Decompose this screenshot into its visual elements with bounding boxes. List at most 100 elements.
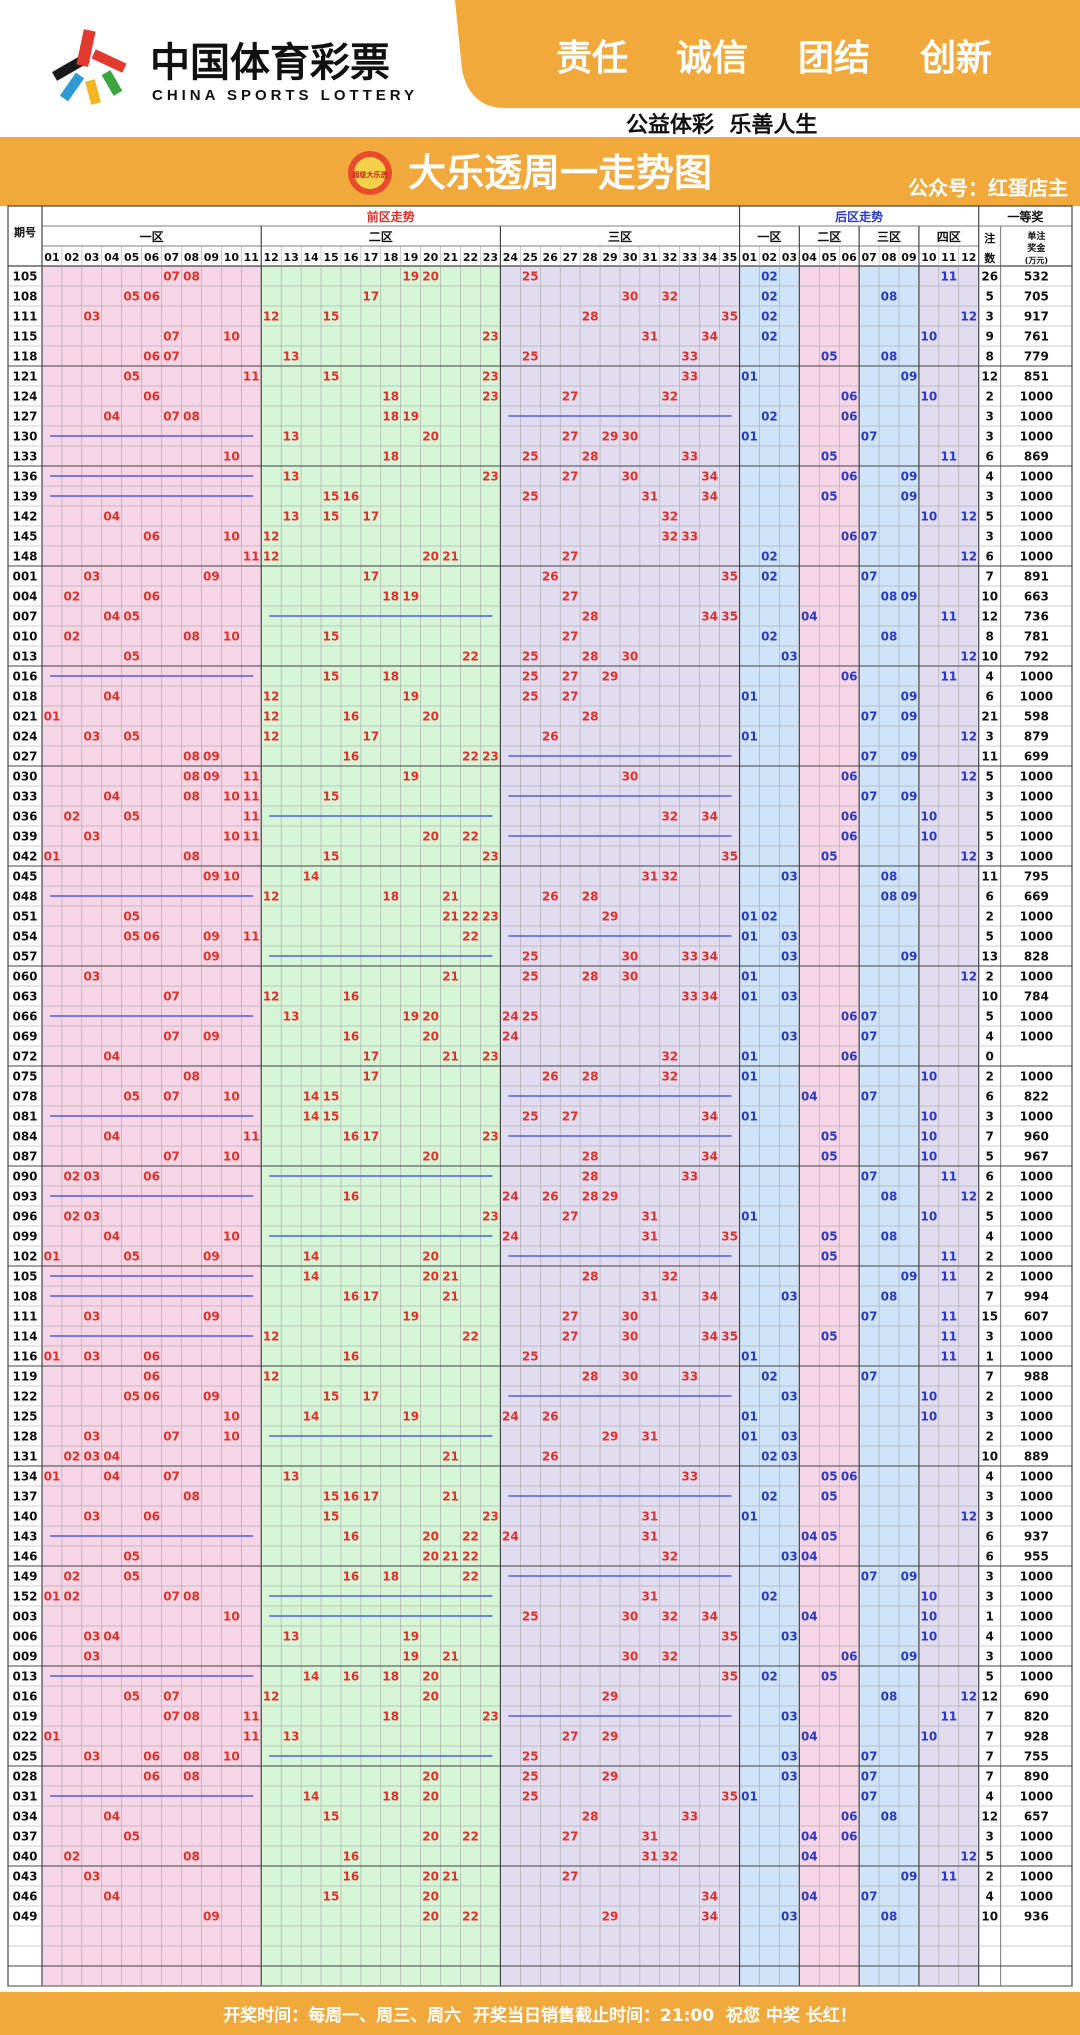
front-drawn-number: 07 bbox=[163, 1090, 180, 1104]
prize-amount: 532 bbox=[1024, 270, 1049, 284]
front-drawn-number: 10 bbox=[223, 630, 240, 644]
front-drawn-number: 10 bbox=[223, 1610, 240, 1624]
winner-count: 3 bbox=[986, 1590, 994, 1604]
tagline: 公益体彩 乐善人生 bbox=[626, 112, 817, 137]
front-drawn-number: 27 bbox=[562, 630, 579, 644]
front-drawn-number: 25 bbox=[522, 490, 539, 504]
front-drawn-number: 30 bbox=[622, 970, 639, 984]
back-drawn-number: 05 bbox=[821, 1130, 838, 1144]
prize-amount: 1000 bbox=[1020, 1670, 1053, 1684]
winner-count: 3 bbox=[986, 430, 994, 444]
front-drawn-number: 27 bbox=[562, 590, 579, 604]
table-row: 030 08 09 11 19 30 06 12 5 1000 bbox=[12, 770, 1053, 784]
issue-number: 034 bbox=[12, 1810, 37, 1824]
issue-number: 099 bbox=[12, 1230, 37, 1244]
back-drawn-number: 04 bbox=[801, 1730, 818, 1744]
front-drawn-number: 04 bbox=[103, 510, 120, 524]
issue-number: 066 bbox=[12, 1010, 37, 1024]
front-drawn-number: 34 bbox=[701, 1150, 718, 1164]
prize-amount: 736 bbox=[1024, 610, 1049, 624]
front-drawn-number: 26 bbox=[542, 890, 559, 904]
front-drawn-number: 34 bbox=[701, 950, 718, 964]
issue-number: 010 bbox=[12, 630, 37, 644]
front-drawn-number: 22 bbox=[462, 750, 479, 764]
winner-count: 21 bbox=[981, 710, 998, 724]
prize-amount: 792 bbox=[1024, 650, 1049, 664]
back-drawn-number: 11 bbox=[940, 450, 957, 464]
front-drawn-number: 28 bbox=[582, 1170, 599, 1184]
front-drawn-number: 28 bbox=[582, 450, 599, 464]
front-drawn-number: 09 bbox=[203, 950, 220, 964]
back-drawn-number: 10 bbox=[921, 1590, 938, 1604]
front-drawn-number: 10 bbox=[223, 1430, 240, 1444]
issue-number: 019 bbox=[12, 1710, 37, 1724]
issue-number: 016 bbox=[12, 670, 37, 684]
front-drawn-number: 22 bbox=[462, 910, 479, 924]
page-title: 大乐透周一走势图 bbox=[408, 151, 712, 195]
front-drawn-number: 21 bbox=[442, 1490, 459, 1504]
winner-count: 5 bbox=[986, 1850, 994, 1864]
badge-text: 超级大乐透 bbox=[353, 170, 388, 179]
prize-amount: 1000 bbox=[1020, 770, 1053, 784]
front-drawn-number: 21 bbox=[442, 1450, 459, 1464]
winner-count: 6 bbox=[986, 1550, 994, 1564]
back-drawn-number: 02 bbox=[761, 910, 778, 924]
front-number-header: 30 bbox=[622, 251, 638, 264]
front-drawn-number: 30 bbox=[622, 770, 639, 784]
amount-header: 单注 bbox=[1027, 230, 1045, 242]
front-drawn-number: 27 bbox=[562, 670, 579, 684]
back-drawn-number: 09 bbox=[901, 1270, 918, 1284]
winner-count: 4 bbox=[986, 1890, 994, 1904]
back-drawn-number: 08 bbox=[881, 350, 898, 364]
back-drawn-number: 08 bbox=[881, 1190, 898, 1204]
front-drawn-number: 10 bbox=[223, 1410, 240, 1424]
prize-amount: 607 bbox=[1024, 1310, 1049, 1324]
front-drawn-number: 30 bbox=[622, 650, 639, 664]
front-drawn-number: 12 bbox=[263, 550, 280, 564]
issue-number: 108 bbox=[12, 1290, 37, 1304]
prize-amount: 699 bbox=[1024, 750, 1049, 764]
issue-number: 022 bbox=[12, 1730, 37, 1744]
back-drawn-number: 04 bbox=[801, 1610, 818, 1624]
winner-count: 13 bbox=[981, 950, 998, 964]
front-drawn-number: 13 bbox=[283, 350, 300, 364]
back-number-header: 10 bbox=[921, 251, 937, 264]
front-number-header: 10 bbox=[224, 251, 240, 264]
winner-count: 6 bbox=[986, 690, 994, 704]
front-drawn-number: 11 bbox=[243, 1130, 260, 1144]
front-drawn-number: 20 bbox=[422, 710, 439, 724]
slogan-2: 诚信 bbox=[676, 38, 748, 79]
front-drawn-number: 23 bbox=[482, 390, 499, 404]
prize-amount: 1000 bbox=[1020, 850, 1053, 864]
front-drawn-number: 21 bbox=[442, 1290, 459, 1304]
front-drawn-number: 06 bbox=[143, 530, 160, 544]
back-drawn-number: 01 bbox=[741, 990, 758, 1004]
prize-amount: 1000 bbox=[1020, 1390, 1053, 1404]
back-drawn-number: 05 bbox=[821, 1530, 838, 1544]
back-drawn-number: 07 bbox=[861, 1370, 878, 1384]
table-row: 078 05 07 10 14 15 04 07 6 822 bbox=[12, 1090, 1048, 1104]
back-drawn-number: 05 bbox=[821, 1150, 838, 1164]
winner-count: 2 bbox=[986, 1190, 994, 1204]
back-zone-label: 一区 bbox=[757, 230, 781, 244]
front-drawn-number: 33 bbox=[681, 990, 698, 1004]
back-drawn-number: 03 bbox=[781, 1430, 798, 1444]
winner-count: 5 bbox=[986, 1150, 994, 1164]
issue-number: 045 bbox=[12, 870, 37, 884]
issue-number: 016 bbox=[12, 1690, 37, 1704]
prize-amount: 1000 bbox=[1020, 1430, 1053, 1444]
front-drawn-number: 29 bbox=[602, 1690, 619, 1704]
front-drawn-number: 23 bbox=[482, 750, 499, 764]
front-drawn-number: 21 bbox=[442, 970, 459, 984]
table-row: 042 01 08 15 23 35 05 12 3 1000 bbox=[12, 850, 1053, 864]
front-number-header: 14 bbox=[303, 251, 319, 264]
front-drawn-number: 10 bbox=[223, 1150, 240, 1164]
back-drawn-number: 12 bbox=[960, 1690, 977, 1704]
front-drawn-number: 05 bbox=[123, 730, 140, 744]
front-number-header: 05 bbox=[124, 251, 139, 264]
back-drawn-number: 12 bbox=[960, 1850, 977, 1864]
back-drawn-number: 05 bbox=[821, 1470, 838, 1484]
front-drawn-number: 32 bbox=[661, 1270, 678, 1284]
issue-number: 030 bbox=[12, 770, 37, 784]
